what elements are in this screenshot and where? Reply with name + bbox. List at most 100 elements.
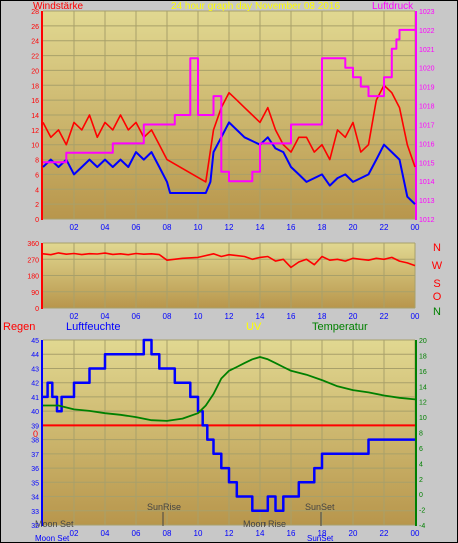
y-tick-label: 6 — [419, 446, 423, 453]
y-tick-label: 1015 — [419, 160, 435, 167]
y-tick-label: 38 — [31, 438, 39, 445]
uv-title: UV — [246, 321, 262, 333]
y-tick-label: 36 — [31, 466, 39, 473]
y-tick-label: 41 — [31, 395, 39, 402]
bottom-sunset-label: SunSet — [307, 534, 334, 543]
y-tick-label: 33 — [31, 509, 39, 516]
x-tick-label: 22 — [380, 223, 389, 232]
rain-title: Regen — [3, 321, 35, 333]
bottom-moonset-label: Moon Set — [35, 534, 70, 543]
x-tick-label: 02 — [70, 223, 79, 232]
y-tick-label: 14 — [419, 384, 427, 391]
compass-w: W — [432, 260, 443, 272]
compass-s: S — [433, 278, 440, 290]
x-tick-label: 12 — [225, 223, 234, 232]
wind-direction-line — [42, 252, 416, 269]
pressure-title: Luftdruck — [372, 1, 414, 12]
y-tick-label: 270 — [27, 257, 39, 264]
x-tick-label: 20 — [349, 312, 358, 321]
x-tick-label: 12 — [225, 312, 234, 321]
x-tick-label: 08 — [163, 223, 172, 232]
y-tick-label: 22 — [31, 54, 39, 61]
pressure-line — [43, 28, 415, 183]
y-tick-label: 1017 — [419, 122, 435, 129]
x-tick-label: 20 — [349, 529, 358, 538]
y-tick-label: 40 — [31, 409, 39, 416]
x-tick-label: 18 — [318, 529, 327, 538]
compass-n-bottom: N — [433, 306, 441, 318]
x-tick-label: 02 — [70, 529, 79, 538]
y-tick-label: 8 — [419, 431, 423, 438]
x-tick-label: 22 — [380, 529, 389, 538]
x-tick-label: 16 — [287, 223, 296, 232]
y-tick-label: 32 — [31, 523, 39, 530]
y-tick-label: 1013 — [419, 198, 435, 205]
y-tick-label: 1012 — [419, 217, 435, 224]
compass-o: O — [433, 291, 442, 303]
y-tick-label: 39 — [31, 423, 39, 430]
astro-markers: Moon Set SunRise Moon Rise SunSet Moon S… — [35, 502, 335, 543]
x-tick-label: 04 — [101, 312, 110, 321]
y-tick-label: 1022 — [419, 28, 435, 35]
x-tick-label: 06 — [132, 529, 141, 538]
y-tick-label: 8 — [35, 158, 39, 165]
y-tick-label: 10 — [419, 415, 427, 422]
x-tick-label: 14 — [256, 223, 265, 232]
x-tick-label: 00 — [411, 223, 420, 232]
y-tick-label: 1016 — [419, 141, 435, 148]
y-tick-label: 0 — [419, 492, 423, 499]
y-tick-label: 44 — [31, 352, 39, 359]
y-tick-label: 45 — [31, 338, 39, 345]
x-tick-label: 02 — [70, 312, 79, 321]
y-tick-label: 1020 — [419, 66, 435, 73]
y-tick-label: 4 — [419, 461, 423, 468]
y-tick-label: 16 — [419, 369, 427, 376]
compass-n-top: N — [433, 242, 441, 254]
y-tick-label: 20 — [419, 338, 427, 345]
x-tick-label: 06 — [132, 312, 141, 321]
x-tick-label: 18 — [318, 223, 327, 232]
x-tick-label: 08 — [163, 529, 172, 538]
y-tick-label: -2 — [419, 508, 425, 515]
temperature-title: Temperatur — [312, 321, 368, 333]
moonrise-label: Moon Rise — [243, 519, 286, 529]
wind-title: Windstärke — [33, 1, 83, 12]
wind-average-line — [42, 121, 416, 205]
humidity-line — [43, 338, 415, 513]
x-tick-label: 10 — [194, 223, 203, 232]
x-tick-label: 12 — [225, 529, 234, 538]
y-tick-label: 0 — [35, 306, 39, 313]
tick-labels: 02 04 06 08 10 12 14 16 18 20 22 000246810121416182… — [27, 9, 434, 538]
y-tick-label: 12 — [419, 400, 427, 407]
x-tick-label: 08 — [163, 312, 172, 321]
y-tick-label: 42 — [31, 381, 39, 388]
y-tick-label: 6 — [35, 172, 39, 179]
humidity-title: Luftfeuchte — [66, 321, 120, 333]
x-tick-label: 16 — [287, 312, 296, 321]
y-tick-label: 14 — [31, 113, 39, 120]
y-tick-label: 26 — [31, 24, 39, 31]
y-tick-label: 1019 — [419, 85, 435, 92]
y-tick-label: 0 — [35, 217, 39, 224]
x-tick-label: 10 — [194, 312, 203, 321]
y-tick-label: 1018 — [419, 104, 435, 111]
y-tick-label: 180 — [27, 274, 39, 281]
x-tick-label: 20 — [349, 223, 358, 232]
y-tick-label: -4 — [419, 523, 425, 530]
x-tick-label: 18 — [318, 312, 327, 321]
y-tick-label: 18 — [419, 353, 427, 360]
x-tick-label: 14 — [256, 529, 265, 538]
sunset-label: SunSet — [305, 502, 335, 512]
x-tick-label: 00 — [411, 529, 420, 538]
y-tick-label: 1021 — [419, 47, 435, 54]
sunrise-label: SunRise — [147, 502, 181, 512]
y-tick-label: 34 — [31, 495, 39, 502]
y-tick-label: 2 — [419, 477, 423, 484]
y-tick-label: 10 — [31, 143, 39, 150]
moonset-label: Moon Set — [35, 519, 74, 529]
y-tick-label: 37 — [31, 452, 39, 459]
y-tick-label: 20 — [31, 68, 39, 75]
y-tick-label: 1023 — [419, 9, 435, 16]
